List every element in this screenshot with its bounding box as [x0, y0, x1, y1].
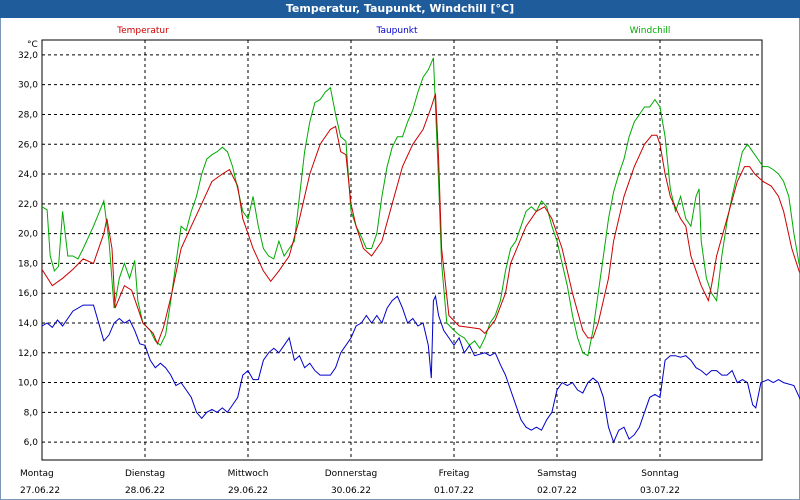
series-lines	[41, 57, 800, 444]
y-tick-label: 28,0	[18, 110, 38, 120]
y-tick-label: 10,0	[18, 379, 38, 389]
y-tick-label: 8,0	[24, 408, 39, 418]
x-tick-date: 28.06.22	[125, 486, 165, 496]
y-tick-label: 20,0	[18, 230, 38, 240]
x-tick-day: Freitag	[439, 469, 470, 479]
y-tick-label: 32,0	[18, 51, 38, 61]
x-tick-day: Montag	[20, 469, 54, 479]
x-tick-day: Samstag	[537, 469, 576, 479]
y-tick-label: 26,0	[18, 140, 38, 150]
legend-entry-temperatur: Temperatur	[116, 26, 169, 36]
y-tick-label: 16,0	[18, 289, 38, 299]
legend: Temperatur Taupunkt Windchill	[116, 26, 670, 36]
y-tick-label: 6,0	[24, 438, 39, 448]
legend-entry-taupunkt: Taupunkt	[375, 26, 418, 36]
y-tick-label: 12,0	[18, 349, 38, 359]
series-line-windchill	[41, 57, 800, 357]
y-axis-ticks: 32,0 30,0 28,0 26,0 24,0 22,0 20,0 18,0 16,0 14,0…	[18, 51, 38, 448]
x-tick-date: 30.06.22	[331, 486, 371, 496]
y-tick-label: 30,0	[18, 81, 38, 91]
legend-entry-windchill: Windchill	[630, 26, 671, 36]
x-tick-date: 29.06.22	[228, 486, 268, 496]
y-tick-label: 18,0	[18, 259, 38, 269]
y-tick-label: 22,0	[18, 200, 38, 210]
x-tick-day: Mittwoch	[228, 469, 269, 479]
x-tick-date: 01.07.22	[434, 486, 474, 496]
y-axis-label: °C	[27, 40, 38, 50]
series-line-temperatur	[41, 93, 800, 346]
plot-border	[41, 39, 763, 461]
x-tick-date: 02.07.22	[537, 486, 577, 496]
grid	[42, 40, 762, 460]
x-tick-date: 27.06.22	[20, 486, 60, 496]
x-tick-day: Donnerstag	[325, 469, 378, 479]
y-tick-label: 24,0	[18, 170, 38, 180]
chart-title: Temperatur, Taupunkt, Windchill [°C]	[0, 0, 800, 18]
x-tick-day: Sonntag	[641, 469, 678, 479]
x-axis-ticks: Montag 27.06.22 Dienstag 28.06.22 Mittwoch 29…	[20, 469, 680, 496]
x-tick-day: Dienstag	[125, 469, 165, 479]
y-tick-label: 14,0	[18, 319, 38, 329]
x-tick-date: 03.07.22	[640, 486, 680, 496]
series-line-taupunkt	[41, 294, 800, 444]
